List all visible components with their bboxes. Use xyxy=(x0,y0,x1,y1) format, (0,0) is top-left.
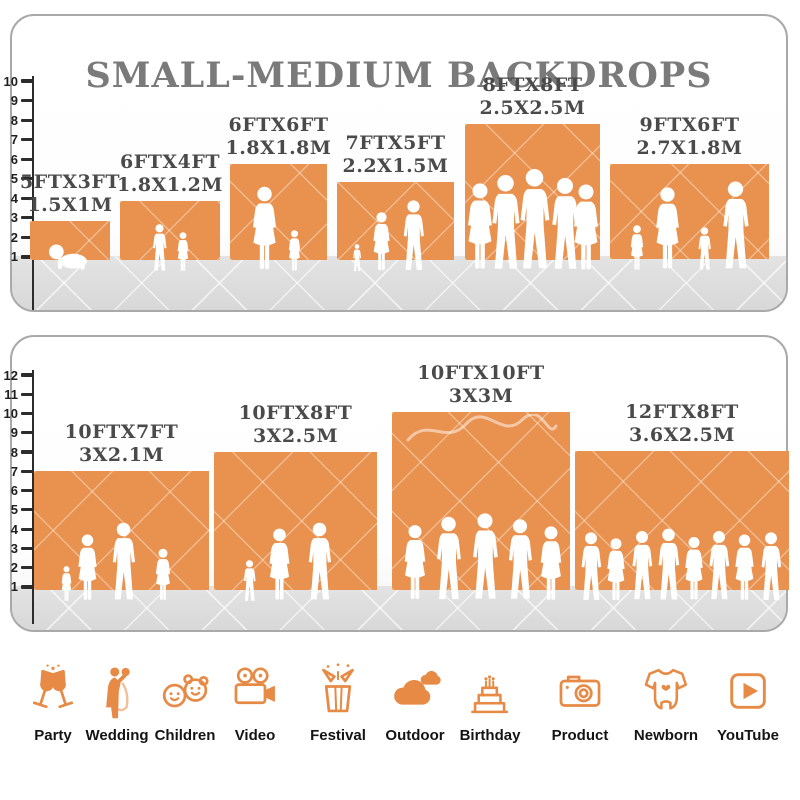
ruler-feet-bottom: 12 11 10 9 8 7 6 5 4 3 2 1 xyxy=(2,368,36,594)
newborn-onesie-icon xyxy=(644,668,688,710)
outdoor-cloud-icon xyxy=(393,670,441,705)
size-label: 7FTX5FT 2.2X1.5M xyxy=(342,132,449,177)
backdrop-10ftx10ft: 10FTX10FT 3X3M xyxy=(392,362,570,600)
ruler-tick: 10 xyxy=(2,74,36,89)
ruler-tick: 8 xyxy=(2,113,36,128)
backdrop-10ftx8ft: 10FTX8FT 3X2.5M xyxy=(214,402,377,601)
ruler-tick: 1 xyxy=(2,579,36,594)
wedding-couple-icon xyxy=(105,667,130,719)
backdrop-10ftx7ft: 10FTX7FT 3X2.1M xyxy=(34,421,209,601)
ruler-tick: 5 xyxy=(2,502,36,517)
backdrop-5ftx3ft: 5FTX3FT 1.5X1M xyxy=(20,171,119,270)
category-label: Party xyxy=(34,727,72,744)
people-silhouettes xyxy=(61,522,171,601)
video-camera-icon xyxy=(234,667,275,705)
backdrop-8ftx8ft: 8FTX8FT 2.5X2.5M xyxy=(465,74,600,270)
ruler-tick: 9 xyxy=(2,93,36,108)
people-silhouettes xyxy=(243,522,332,601)
category-label: YouTube xyxy=(717,727,779,744)
children-faces-icon xyxy=(163,674,210,708)
page-title: SMALL-MEDIUM BACKDROPS xyxy=(85,55,713,97)
people-silhouettes xyxy=(48,244,87,270)
category-wedding: Wedding xyxy=(85,662,149,744)
size-label: 9FTX6FT 2.7X1.8M xyxy=(636,114,743,159)
backdrop-6ftx6ft: 6FTX6FT 1.8X1.8M xyxy=(226,114,331,271)
category-label: Outdoor xyxy=(385,727,445,744)
category-label: Children xyxy=(154,727,216,744)
category-newborn: Newborn xyxy=(634,662,698,744)
ruler-tick: 9 xyxy=(2,425,36,440)
people-silhouettes xyxy=(581,528,782,601)
category-birthday: Birthday xyxy=(459,662,521,744)
category-label: Video xyxy=(234,727,276,744)
category-party: Party xyxy=(24,662,82,744)
people-silhouettes xyxy=(252,186,301,271)
medium-large-panel: 12 11 10 9 8 7 6 5 4 3 2 1 10FTX7FT 3X2.… xyxy=(4,335,789,632)
ruler-tick: 1 xyxy=(2,249,36,264)
ruler-axis-line xyxy=(32,370,34,624)
ruler-tick: 3 xyxy=(2,210,36,225)
festival-gift-icon xyxy=(322,663,354,713)
ruler-tick: 2 xyxy=(2,230,36,245)
ruler-tick: 4 xyxy=(2,191,36,206)
category-youtube: YouTube xyxy=(717,662,779,744)
ruler-tick: 10 xyxy=(2,406,36,421)
ruler-tick: 6 xyxy=(2,152,36,167)
size-label: 10FTX8FT 3X2.5M xyxy=(238,402,353,447)
category-video: Video xyxy=(226,662,284,744)
ruler-tick: 3 xyxy=(2,541,36,556)
ruler-tick: 11 xyxy=(2,387,36,402)
people-silhouettes xyxy=(630,181,749,270)
backdrop-7ftx5ft: 7FTX5FT 2.2X1.5M xyxy=(337,132,454,272)
people-silhouettes xyxy=(153,224,189,271)
product-camera-icon xyxy=(559,675,601,707)
ruler-feet-top: 10 9 8 7 6 5 4 3 2 1 xyxy=(2,74,36,264)
ruler-tick: 7 xyxy=(2,132,36,147)
small-medium-panel: SMALL-MEDIUM BACKDROPS 10 9 8 7 6 5 4 3 … xyxy=(4,14,788,312)
category-label: Birthday xyxy=(459,727,521,744)
birthday-cake-icon xyxy=(471,675,509,714)
ruler-tick: 2 xyxy=(2,560,36,575)
category-children: Children xyxy=(154,662,216,744)
backdrop-6ftx4ft: 6FTX4FT 1.8X1.2M xyxy=(117,151,222,271)
category-product: Product xyxy=(551,662,609,744)
size-label: 8FTX8FT 2.5X2.5M xyxy=(479,74,586,119)
youtube-play-icon xyxy=(730,673,766,709)
category-festival: Festival xyxy=(309,662,367,744)
size-label: 12FTX8FT 3.6X2.5M xyxy=(625,401,739,446)
backdrop-9ftx6ft: 9FTX6FT 2.7X1.8M xyxy=(610,114,769,270)
category-row: Party Wedding xyxy=(0,650,800,780)
ruler-tick: 4 xyxy=(2,522,36,537)
floor-band xyxy=(12,256,786,310)
category-label: Newborn xyxy=(633,727,699,744)
category-outdoor: Outdoor xyxy=(385,662,445,744)
ruler-tick: 12 xyxy=(2,368,36,383)
people-silhouettes xyxy=(353,200,424,272)
category-label: Festival xyxy=(310,727,366,744)
size-label: 10FTX7FT 3X2.1M xyxy=(64,421,179,466)
people-silhouettes xyxy=(468,169,598,270)
size-label: 10FTX10FT 3X3M xyxy=(417,362,545,407)
ruler-tick: 8 xyxy=(2,445,36,460)
ruler-axis-line xyxy=(32,76,34,310)
people-silhouettes xyxy=(404,513,562,600)
backdrop-12ftx8ft: 12FTX8FT 3.6X2.5M xyxy=(575,401,789,601)
ruler-tick: 6 xyxy=(2,483,36,498)
category-label: Wedding xyxy=(85,727,149,744)
party-glasses-icon xyxy=(32,664,74,709)
floor-band xyxy=(12,586,786,630)
ruler-tick: 5 xyxy=(2,171,36,186)
size-label: 6FTX4FT 1.8X1.2M xyxy=(117,151,223,196)
ruler-tick: 7 xyxy=(2,464,36,479)
watermark-script xyxy=(406,414,558,442)
size-label: 5FTX3FT 1.5X1M xyxy=(20,171,120,216)
category-label: Product xyxy=(551,727,609,744)
size-label: 6FTX6FT 1.8X1.8M xyxy=(225,114,332,159)
